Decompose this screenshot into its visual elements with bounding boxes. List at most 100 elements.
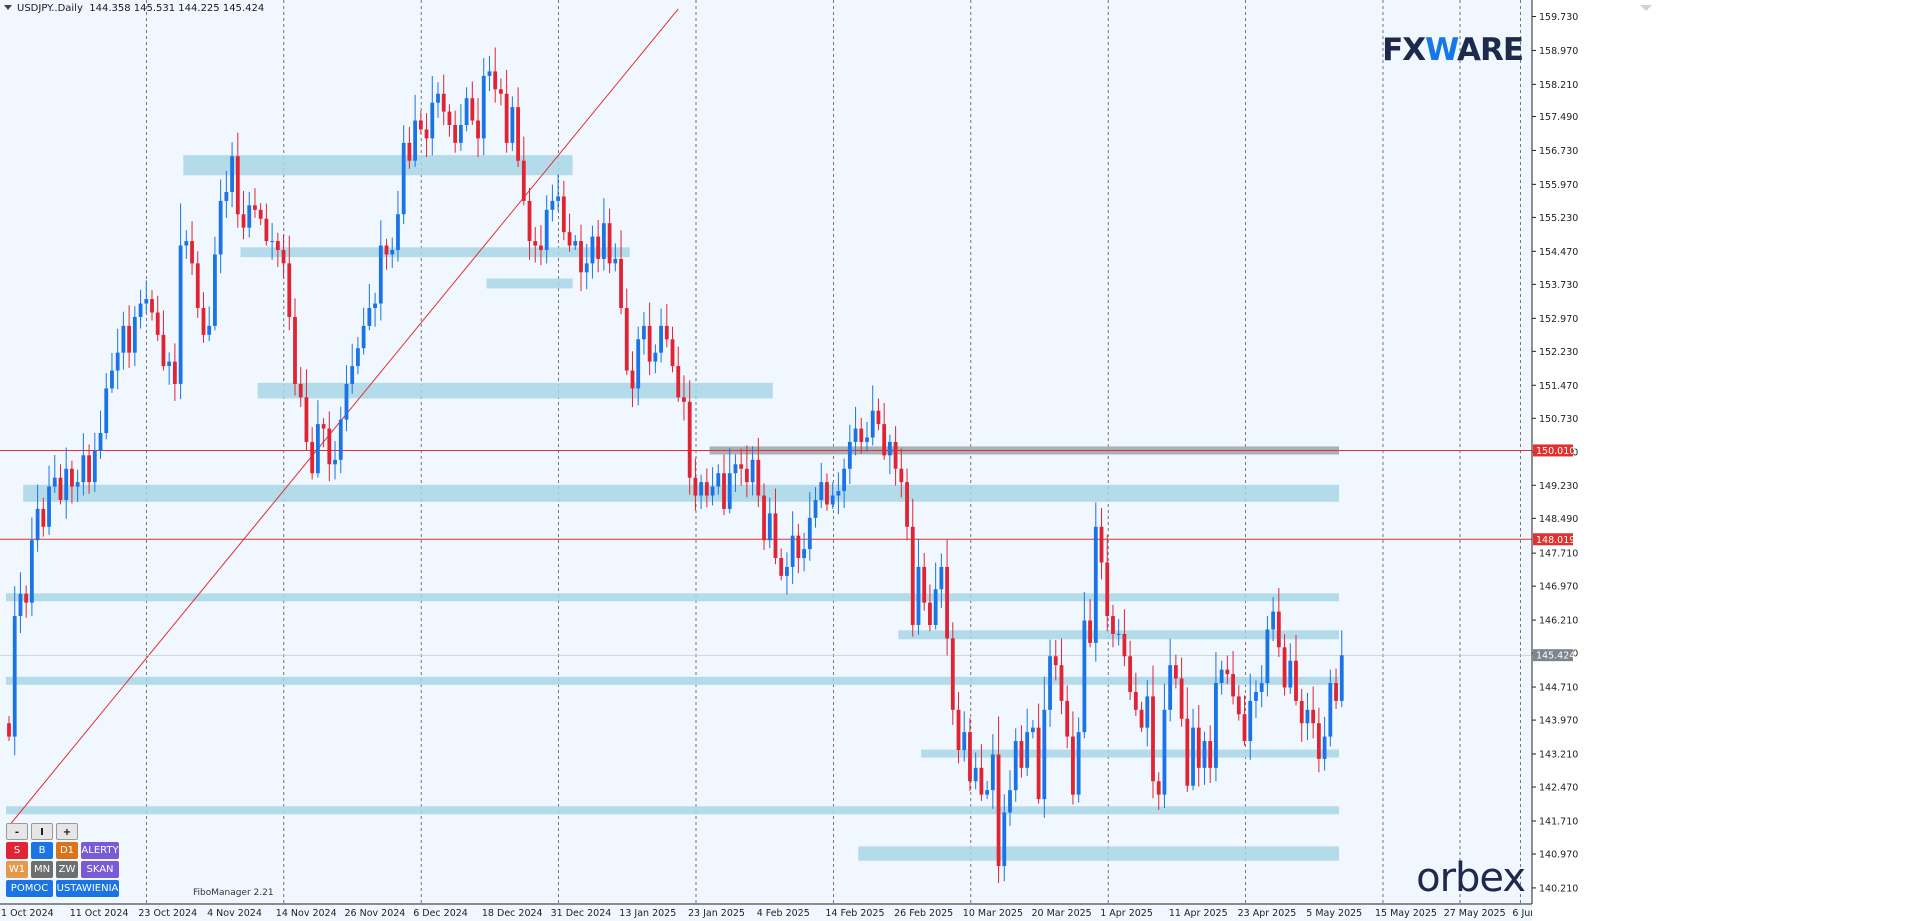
candle-body <box>29 540 34 603</box>
x-tick-label: 15 May 2025 <box>1375 908 1437 919</box>
candle-body <box>1299 700 1304 724</box>
candle-body <box>315 424 320 474</box>
candle-body <box>796 535 801 559</box>
candle-body <box>956 709 961 750</box>
candle-body <box>990 754 995 791</box>
candle-body <box>1328 683 1333 737</box>
candle-body <box>1030 727 1035 733</box>
x-tick-label: 31 Dec 2024 <box>551 908 612 919</box>
y-tick-label: 140.970 <box>1539 850 1578 861</box>
candle-body <box>1036 727 1041 800</box>
candle-body <box>699 482 704 496</box>
timeframe-mn-button[interactable]: MN <box>31 861 53 878</box>
candle-body <box>647 325 652 362</box>
candle-body <box>1305 709 1310 724</box>
candle-body <box>710 486 715 496</box>
buy-button[interactable]: B <box>31 842 53 859</box>
candle-body <box>430 102 435 139</box>
candle-body <box>1151 696 1155 782</box>
collapse-triangle-icon[interactable] <box>4 5 12 10</box>
candle-body <box>619 258 623 309</box>
zw-button[interactable]: ZW <box>56 861 78 878</box>
candle-body <box>195 263 200 309</box>
candle-body <box>481 75 486 139</box>
candle-body <box>1191 727 1195 786</box>
price-axis-background <box>1532 0 1913 921</box>
candle-body <box>281 249 286 264</box>
candle-body <box>630 370 635 389</box>
sr-zone <box>6 806 1340 815</box>
candle-body <box>464 98 469 125</box>
candle-body <box>1185 718 1190 786</box>
candle-body <box>161 334 166 367</box>
timeframe-w1-button[interactable]: W1 <box>6 861 28 878</box>
candle-body <box>910 526 915 625</box>
panel-plus-button[interactable]: + <box>56 823 78 840</box>
panel-minus-button[interactable]: - <box>6 823 28 840</box>
candle-body <box>207 325 212 335</box>
candle-body <box>567 232 572 246</box>
candle-body <box>544 209 549 250</box>
x-tick-label: 4 Feb 2025 <box>757 908 810 919</box>
candle-body <box>167 361 172 367</box>
candle-body <box>642 325 646 340</box>
candle-body <box>584 263 589 273</box>
symbol-name: USDJPY..Daily <box>17 3 83 14</box>
candle-body <box>670 339 675 367</box>
candle-body <box>418 120 423 130</box>
candle-body <box>1065 700 1070 737</box>
candle-body <box>92 450 97 483</box>
trendline[interactable] <box>8 8 679 827</box>
chart-shift-marker-icon[interactable] <box>1640 5 1652 11</box>
x-tick-label: 5 May 2025 <box>1306 908 1362 919</box>
candle-body <box>1019 741 1024 768</box>
x-tick-label: 6 Dec 2024 <box>413 908 468 919</box>
candle-body <box>750 459 755 483</box>
candle-body <box>321 424 326 429</box>
candle-body <box>310 441 315 474</box>
candle-body <box>1025 732 1030 768</box>
sell-button[interactable]: S <box>6 842 28 859</box>
candle-body <box>1071 736 1075 795</box>
candle-body <box>722 473 726 509</box>
sr-zone <box>858 846 1340 861</box>
x-tick-label: 1 Apr 2025 <box>1100 908 1153 919</box>
candle-body <box>933 589 938 625</box>
candle-body <box>213 254 217 326</box>
timeframe-d1-button[interactable]: D1 <box>56 842 78 859</box>
candle-body <box>407 142 412 161</box>
candle-body <box>241 214 246 228</box>
candle-body <box>184 241 189 246</box>
y-tick-label: 143.970 <box>1539 716 1578 727</box>
candle-body <box>968 732 972 782</box>
candle-body <box>75 482 80 487</box>
help-button[interactable]: POMOC <box>6 880 53 897</box>
candle-body <box>1048 656 1052 710</box>
candle-body <box>922 566 927 603</box>
candle-body <box>802 549 806 559</box>
fxware-logo: FXWARE <box>1382 32 1524 68</box>
candle-body <box>1339 655 1344 701</box>
candle-body <box>653 352 658 362</box>
scan-button[interactable]: SKAN <box>81 861 119 878</box>
candle-body <box>1265 629 1270 684</box>
x-tick-label: 13 Jan 2025 <box>619 908 676 919</box>
panel-pause-button[interactable]: I <box>31 823 53 840</box>
candle-body <box>979 767 984 795</box>
candle-body <box>487 71 492 76</box>
candle-body <box>35 508 40 541</box>
candle-body <box>561 196 566 233</box>
candle-body <box>1242 714 1247 742</box>
alerts-button[interactable]: ALERTY <box>81 842 119 859</box>
candle-body <box>24 593 29 603</box>
candle-body <box>539 245 543 250</box>
settings-button[interactable]: USTAWIENIA <box>56 880 119 897</box>
candle-body <box>973 767 978 782</box>
x-tick-label: 11 Apr 2025 <box>1169 908 1228 919</box>
candle-body <box>356 348 360 367</box>
candle-body <box>18 593 23 617</box>
candle-body <box>790 535 795 567</box>
candle-body <box>830 495 835 505</box>
